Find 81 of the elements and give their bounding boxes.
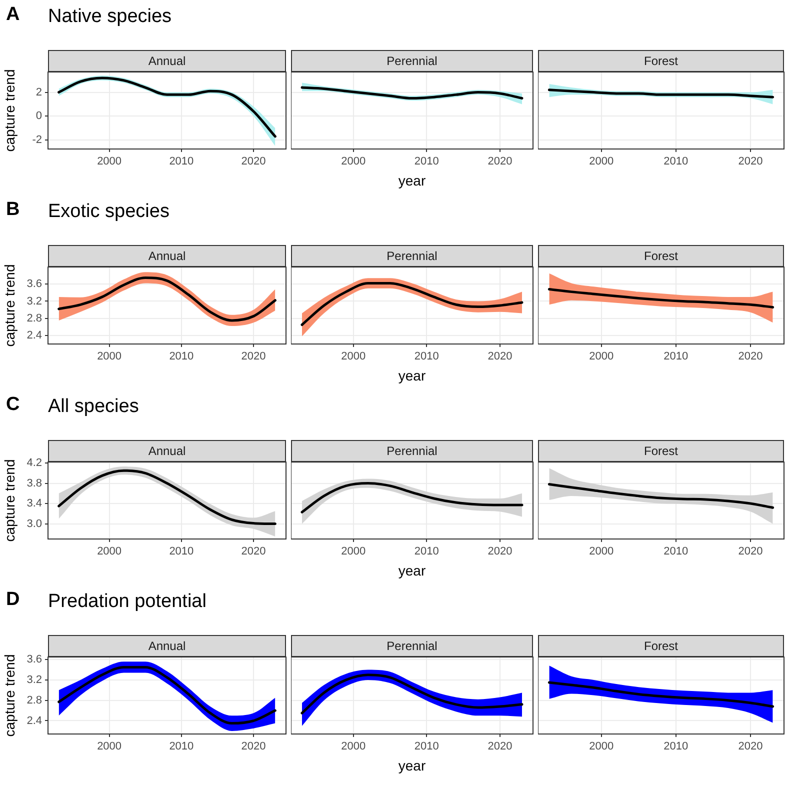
x-tick-label: 2020 — [488, 740, 512, 753]
x-tick-label: 2020 — [738, 546, 763, 558]
y-axis-title: capture trend — [1, 654, 18, 737]
x-tick-label: 2000 — [97, 546, 122, 558]
x-tick-label: 2010 — [169, 546, 194, 558]
x-tick-label: 2000 — [589, 156, 614, 168]
x-tick-label: 2000 — [97, 740, 122, 753]
x-tick-label: 2000 — [341, 740, 366, 753]
chart-title: Perennial — [291, 50, 533, 72]
y-tick-label: 3.0 — [26, 518, 42, 530]
x-axis-title: year — [398, 172, 426, 188]
y-tick-label: 2.8 — [26, 694, 42, 706]
y-tick-label: 3.2 — [26, 295, 42, 308]
text: A — [6, 4, 20, 26]
y-tick-label: 3.4 — [26, 498, 42, 510]
chart-title: Forest — [538, 245, 784, 267]
x-axis-title: year — [398, 562, 426, 578]
y-tick-label: 3.2 — [26, 674, 42, 686]
x-tick-label: 2000 — [589, 740, 614, 753]
x-tick-label: 2010 — [664, 156, 688, 168]
x-tick-label: 2000 — [589, 350, 614, 363]
x-tick-label: 2000 — [97, 350, 122, 363]
x-tick-label: 2010 — [169, 350, 194, 363]
y-tick-label: 2 — [36, 86, 42, 98]
text: C — [6, 394, 20, 416]
x-tick-label: 2010 — [414, 350, 439, 363]
x-tick-label: 2020 — [738, 350, 763, 363]
x-tick-label: 2020 — [738, 740, 763, 753]
x-tick-label: 2020 — [488, 156, 512, 168]
x-tick-label: 2010 — [414, 156, 439, 168]
text: Exotic species — [48, 201, 170, 223]
chart-title: Annual — [48, 440, 286, 462]
y-tick-label: 0 — [36, 110, 42, 122]
y-axis-title: capture trend — [1, 459, 18, 542]
x-tick-label: 2000 — [341, 546, 366, 558]
x-tick-label: 2020 — [488, 546, 512, 558]
x-tick-label: 2010 — [414, 740, 439, 753]
x-axis-title: year — [398, 367, 426, 384]
line-series — [58, 666, 276, 725]
text: B — [6, 199, 20, 221]
chart-title: Annual — [48, 245, 286, 267]
chart-title: Perennial — [291, 635, 533, 657]
x-tick-label: 2010 — [169, 156, 194, 168]
x-tick-label: 2000 — [589, 546, 614, 558]
chart-title: Perennial — [291, 440, 533, 462]
text: D — [6, 589, 20, 611]
x-tick-label: 2020 — [241, 156, 266, 168]
y-tick-label: 2.8 — [26, 312, 42, 324]
chart-title: Annual — [48, 50, 286, 72]
y-tick-label: 4.2 — [26, 457, 42, 470]
text: All species — [48, 396, 139, 418]
x-tick-label: 2010 — [664, 350, 688, 363]
chart-title: Forest — [538, 635, 784, 657]
y-axis-title: capture trend — [1, 264, 18, 347]
x-tick-label: 2010 — [664, 740, 688, 753]
x-tick-label: 2000 — [341, 156, 366, 168]
x-tick-label: 2010 — [414, 546, 439, 558]
y-tick-label: 3.6 — [26, 278, 42, 290]
y-tick-label: 3.8 — [26, 477, 42, 490]
y-axis-title: capture trend — [1, 69, 18, 152]
x-tick-label: 2010 — [664, 546, 688, 558]
x-tick-label: 2020 — [241, 740, 266, 753]
y-tick-label: 2.4 — [26, 329, 42, 342]
x-tick-label: 2000 — [97, 156, 122, 168]
line-series — [58, 469, 276, 526]
text: Native species — [48, 6, 172, 28]
chart-title: Forest — [538, 440, 784, 462]
y-tick-label: -2 — [32, 134, 42, 146]
x-tick-label: 2020 — [488, 350, 512, 363]
x-tick-label: 2020 — [738, 156, 763, 168]
chart-title: Perennial — [291, 245, 533, 267]
x-axis-title: year — [398, 757, 426, 774]
chart-title: Annual — [48, 635, 286, 657]
x-tick-label: 2010 — [169, 740, 194, 753]
x-tick-label: 2020 — [241, 546, 266, 558]
x-tick-label: 2020 — [241, 350, 266, 363]
y-tick-label: 3.6 — [26, 654, 42, 666]
text: Predation potential — [48, 591, 206, 613]
y-tick-label: 2.4 — [26, 714, 42, 727]
x-tick-label: 2000 — [341, 350, 366, 363]
chart-title: Forest — [538, 50, 784, 72]
